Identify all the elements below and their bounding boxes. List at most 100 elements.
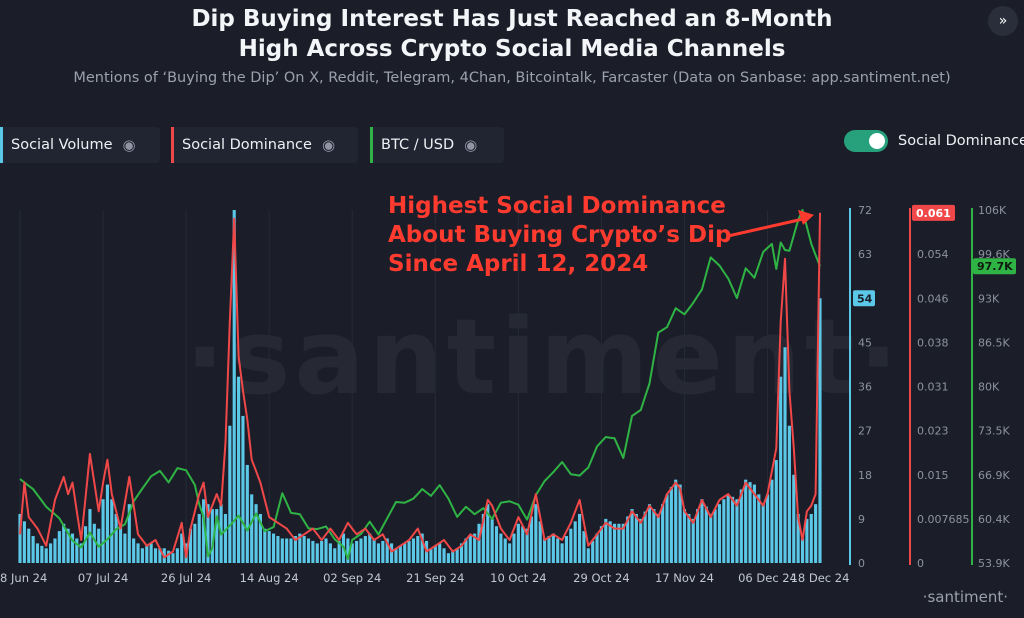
social-volume-bar xyxy=(752,484,756,563)
eye-icon[interactable]: ◉ xyxy=(464,136,478,154)
social-dominance-axis-tick-label: 0.054 xyxy=(917,248,949,261)
social-volume-bar xyxy=(276,536,280,563)
social-volume-bar xyxy=(372,538,376,563)
legend-social-dominance[interactable]: Social Dominance ◉ xyxy=(171,127,358,163)
social-volume-bar xyxy=(193,523,197,563)
social-volume-bar xyxy=(127,504,131,563)
social-volume-bar xyxy=(800,538,805,563)
social-volume-bar xyxy=(53,538,57,563)
legend-label: Social Dominance xyxy=(182,137,312,153)
legend-swatch xyxy=(370,127,373,163)
social-volume-bar xyxy=(315,543,319,563)
social-volume-bar xyxy=(818,298,822,563)
social-volume-bar xyxy=(792,474,796,563)
social-volume-bar xyxy=(355,540,359,563)
social-volume-bar xyxy=(630,509,634,563)
social-volume-bar xyxy=(267,531,271,563)
social-volume-bar xyxy=(805,518,809,563)
legend-label: Social Volume xyxy=(11,137,113,153)
social-volume-bar xyxy=(333,548,337,563)
social-volume-bar xyxy=(136,543,140,563)
social-volume-bar xyxy=(503,538,507,563)
social-volume-bar xyxy=(92,523,96,563)
social-volume-bar xyxy=(84,526,88,563)
social-volume-bar xyxy=(652,509,656,563)
social-volume-bar xyxy=(639,518,643,563)
social-volume-bar xyxy=(359,538,363,563)
expand-button[interactable]: » xyxy=(988,6,1018,36)
social-volume-bar xyxy=(748,482,752,563)
toggle-knob xyxy=(869,133,885,149)
social-volume-bar xyxy=(691,518,695,563)
social-volume-bar xyxy=(551,533,555,563)
social-volume-bar xyxy=(293,536,297,563)
social-volume-bar xyxy=(101,499,105,563)
social-volume-bar xyxy=(481,513,485,563)
social-volume-bar xyxy=(27,528,31,563)
social-volume-bar xyxy=(254,504,258,563)
x-tick-label: 02 Sep 24 xyxy=(323,571,381,585)
social-volume-bar xyxy=(582,531,586,563)
social-dominance-toggle-group[interactable]: Social Dominance xyxy=(844,130,1024,152)
social-volume-bar xyxy=(726,494,730,563)
social-volume-bar xyxy=(634,513,638,563)
social-volume-bar xyxy=(158,548,162,563)
social-volume-bar xyxy=(459,543,464,563)
social-volume-bar xyxy=(346,538,350,563)
social-volume-bar xyxy=(280,538,284,563)
social-volume-bar xyxy=(197,513,201,563)
social-volume-bar xyxy=(57,531,61,563)
social-volume-bar xyxy=(79,543,83,563)
x-tick-label: 29 Oct 24 xyxy=(573,571,629,585)
social-volume-axis-tick-label: 9 xyxy=(858,513,865,526)
social-volume-bar xyxy=(735,499,739,563)
social-volume-bar xyxy=(739,489,743,563)
social-volume-bar xyxy=(114,513,118,563)
social-volume-bar xyxy=(490,518,494,563)
social-volume-bar xyxy=(398,545,402,563)
social-volume-bar xyxy=(473,533,477,563)
social-volume-bar xyxy=(22,521,26,563)
legend-swatch xyxy=(0,127,3,163)
social-volume-bar xyxy=(167,550,171,563)
social-volume-bar xyxy=(591,540,595,563)
legend-btc-usd[interactable]: BTC / USD ◉ xyxy=(370,127,504,163)
social-volume-bar xyxy=(442,548,446,563)
social-volume-bar xyxy=(599,526,603,563)
social-volume-bar xyxy=(245,464,249,563)
toggle-label: Social Dominance xyxy=(898,133,1024,149)
legend-social-volume[interactable]: Social Volume ◉ xyxy=(0,127,160,163)
social-volume-bar xyxy=(757,494,761,563)
social-volume-bar xyxy=(674,479,678,563)
eye-icon[interactable]: ◉ xyxy=(122,136,136,154)
social-volume-bar xyxy=(70,533,75,563)
social-volume-bar xyxy=(232,210,236,563)
social-volume-bar xyxy=(385,538,389,563)
btc-usd-axis-tick-label: 106K xyxy=(978,204,1007,217)
social-volume-bar xyxy=(206,504,210,563)
chart-title-line-1: Dip Buying Interest Has Just Reached an … xyxy=(191,6,833,32)
social-volume-bar xyxy=(237,376,241,563)
social-volume-axis-tick-label: 72 xyxy=(858,204,872,217)
social-volume-bar xyxy=(687,513,691,563)
social-dominance-axis-tick-label: 0.031 xyxy=(917,381,949,394)
social-volume-bar xyxy=(350,543,354,563)
btc-usd-axis-tick-label: 99.6K xyxy=(978,248,1010,261)
social-volume-bar xyxy=(547,536,551,563)
social-volume-bar xyxy=(564,536,569,563)
social-volume-bar xyxy=(814,504,818,563)
social-volume-bar xyxy=(770,479,774,563)
social-volume-bar xyxy=(774,460,778,563)
social-volume-axis-tick-label: 18 xyxy=(858,469,872,482)
legend-swatch xyxy=(171,127,174,163)
btc-usd-axis-tick-label: 53.9K xyxy=(978,557,1010,570)
social-volume-bar xyxy=(66,528,70,563)
social-volume-bar xyxy=(210,509,214,563)
social-volume-bar xyxy=(311,540,315,563)
social-volume-bar xyxy=(477,523,481,563)
social-volume-axis-tick-label: 0 xyxy=(858,557,865,570)
social-dominance-toggle[interactable] xyxy=(844,130,888,152)
eye-icon[interactable]: ◉ xyxy=(321,136,336,154)
x-tick-label: 18 Jun 24 xyxy=(0,571,47,585)
social-volume-bar xyxy=(429,548,433,563)
